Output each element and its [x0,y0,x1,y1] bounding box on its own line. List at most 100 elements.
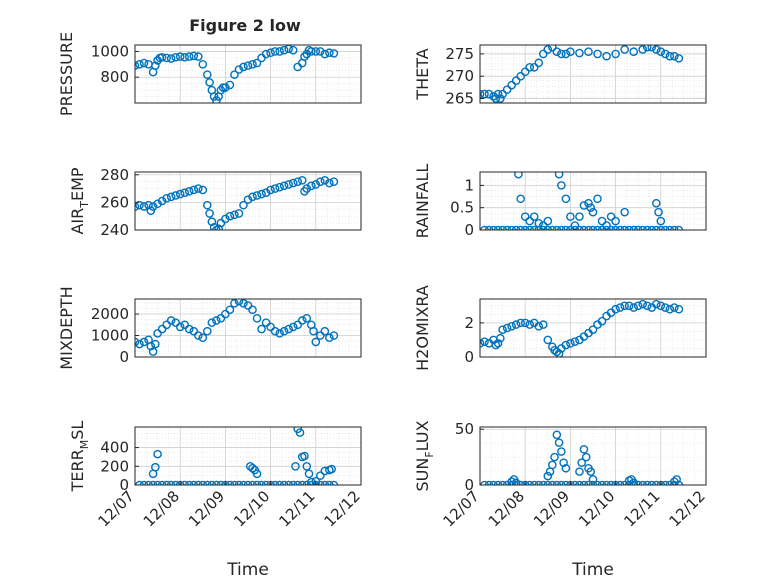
data-point [180,188,190,198]
data-point [550,452,559,462]
data-point [566,47,575,56]
figure-title: Figure 2 low [189,16,301,35]
data-point [329,177,339,186]
data-points [480,172,684,230]
data-point [674,304,684,314]
data-point [593,194,602,204]
data-point [306,47,316,56]
y-tick-label: 800 [100,68,129,86]
axes-box [479,426,707,486]
data-point [243,61,253,70]
data-point [175,52,185,61]
data-point [670,51,679,61]
data-point [516,194,525,204]
data-point [514,172,523,179]
data-point [203,326,212,336]
data-point [665,51,675,61]
data-point [606,212,616,221]
data-point [248,192,257,202]
data-point [171,52,180,62]
data-point [309,326,318,336]
y-tick-label: 275 [445,45,474,63]
data-point [586,467,596,476]
data-point [480,339,485,348]
data-point [584,47,593,56]
data-point [288,178,298,188]
data-point [153,199,162,209]
data-point [230,70,239,79]
data-point [502,85,512,94]
data-point [320,175,330,185]
data-point [554,172,564,179]
axes-box [479,44,707,104]
data-point [629,47,638,56]
y-axis-label: H2OMIXRA [413,285,432,371]
y-axis-label: TERRMSL [68,421,91,493]
data-point [543,471,553,481]
data-point [252,191,262,200]
data-point [270,326,280,336]
x-tick-label: 12/12 [321,487,364,530]
data-point [498,89,507,99]
data-points [135,427,339,485]
subplot-5: 0 1000 2000 MIXDEPTH [57,286,362,370]
data-point [593,49,602,59]
data-point [656,216,666,226]
y-axis-label: PRESSURE [57,32,76,116]
data-point [207,217,217,227]
data-point [538,320,548,329]
data-point [502,323,512,333]
data-point [651,45,661,54]
data-point [484,89,494,99]
data-point [261,318,271,327]
data-point [496,94,505,103]
axes-box [134,44,362,104]
data-point [656,47,666,56]
data-point [184,52,194,61]
data-point [293,177,303,186]
data-point [491,340,501,350]
data-point [493,339,503,348]
data-point [597,316,607,326]
data-point [146,341,156,351]
data-point [316,177,325,186]
data-point [584,198,593,208]
data-point [633,301,643,311]
data-point [480,89,489,99]
data-point [611,49,620,59]
data-point [554,438,564,447]
data-point [162,320,171,330]
data-point [651,299,661,309]
data-point [327,464,336,474]
data-point [139,202,149,211]
data-point [148,347,158,356]
data-point [602,221,611,230]
data-point [511,320,521,329]
data-point [166,54,176,63]
data-point [557,181,566,190]
data-point [248,60,257,69]
data-point [316,331,325,340]
y-tick-label: 1000 [91,327,129,345]
x-tick-label: 12/08 [140,487,183,530]
data-point [611,304,620,314]
y-tick-label: 1 [464,176,474,194]
data-point [620,207,629,217]
data-point [561,194,571,204]
data-point [642,301,652,311]
subplot-1: 800 1000 PRESSURE [57,32,362,116]
data-point [624,301,634,311]
data-point [329,331,339,340]
data-point [139,337,149,347]
data-point [651,198,661,208]
data-point [225,211,235,221]
data-point [329,49,339,58]
axes-box [134,426,362,486]
data-point [193,184,203,193]
x-tick-label: 12/09 [185,487,228,530]
data-point [534,321,544,331]
data-point [135,339,144,349]
y-tick-label: 2000 [91,305,129,323]
data-point [135,202,140,211]
data-point [534,219,544,228]
